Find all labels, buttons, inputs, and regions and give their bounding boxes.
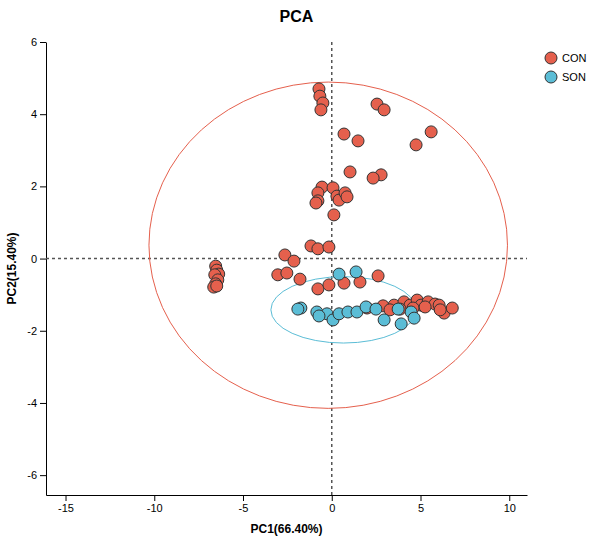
- point: [323, 279, 335, 291]
- plot-area: -15 -10 -5 0 5 10 -6 -4 -2 0 2 4 6: [27, 36, 527, 514]
- point: [312, 243, 324, 255]
- point: [419, 301, 431, 313]
- tick-mark: [40, 403, 46, 404]
- tick-label: 0: [329, 502, 335, 514]
- point: [338, 128, 350, 140]
- tick: 4: [31, 108, 46, 120]
- confidence-ellipse: [149, 82, 508, 408]
- tick-mark: [509, 495, 510, 501]
- point: [408, 312, 420, 324]
- confidence-ellipse: [271, 277, 416, 343]
- zero-line-x: [331, 42, 333, 495]
- tick-label: 2: [31, 180, 37, 192]
- tick-mark: [421, 495, 422, 501]
- legend-marker: [545, 52, 557, 64]
- tick: -15: [58, 495, 74, 514]
- tick: 0: [31, 253, 46, 265]
- point: [370, 303, 382, 315]
- tick-label: 0: [31, 253, 37, 265]
- tick-label: -2: [27, 325, 37, 337]
- legend-label: SON: [562, 71, 586, 83]
- data-layer: [46, 42, 527, 495]
- tick-mark: [332, 495, 333, 501]
- tick-mark: [40, 186, 46, 187]
- series-points: [208, 83, 459, 319]
- legend-item: CON: [545, 52, 587, 64]
- tick-mark: [40, 42, 46, 43]
- x-axis: -15 -10 -5 0 5 10: [47, 495, 528, 514]
- y-axis-title: PC2(15.40%): [5, 232, 19, 304]
- tick-label: 4: [31, 108, 37, 120]
- tick: -2: [27, 325, 46, 337]
- tick-mark: [66, 495, 67, 501]
- tick-mark: [40, 475, 46, 476]
- point: [446, 302, 458, 314]
- point: [288, 255, 300, 267]
- point: [367, 172, 379, 184]
- tick-label: 6: [31, 36, 37, 48]
- point: [333, 268, 345, 280]
- tick: 5: [418, 495, 424, 514]
- series-points: [292, 266, 420, 330]
- point: [313, 310, 325, 322]
- tick: -5: [239, 495, 249, 514]
- tick-mark: [154, 495, 155, 501]
- point: [315, 104, 327, 116]
- point: [328, 209, 340, 221]
- tick: -10: [147, 495, 163, 514]
- point: [378, 314, 390, 326]
- legend-item: SON: [545, 71, 586, 83]
- point: [410, 139, 422, 151]
- x-axis-title: PC1(66.40%): [250, 522, 322, 536]
- tick-mark: [40, 114, 46, 115]
- tick: 6: [31, 36, 46, 48]
- title: PCA: [280, 8, 314, 25]
- tick-label: 5: [418, 502, 424, 514]
- tick-label: -5: [239, 502, 249, 514]
- tick-label: -10: [147, 502, 163, 514]
- point: [211, 280, 223, 292]
- legend: CON SON: [545, 52, 587, 83]
- point: [392, 303, 404, 315]
- tick-label: 10: [504, 502, 516, 514]
- tick-label: -6: [27, 469, 37, 481]
- point: [341, 191, 353, 203]
- point: [323, 241, 335, 253]
- legend-marker: [545, 71, 557, 83]
- tick-mark: [40, 259, 46, 260]
- tick-label: -4: [27, 397, 37, 409]
- tick: 0: [329, 495, 335, 514]
- point: [434, 304, 446, 316]
- tick-label: -15: [58, 502, 74, 514]
- point: [425, 126, 437, 138]
- tick: -6: [27, 469, 46, 481]
- axis-line: [46, 43, 47, 496]
- point: [292, 303, 304, 315]
- tick-mark: [243, 495, 244, 501]
- point: [294, 273, 306, 285]
- tick: 2: [31, 180, 46, 192]
- point: [312, 283, 324, 295]
- point: [378, 104, 390, 116]
- point: [281, 267, 293, 279]
- tick-mark: [40, 331, 46, 332]
- point: [395, 318, 407, 330]
- axis-line: [47, 495, 528, 496]
- point: [310, 197, 322, 209]
- tick: -4: [27, 397, 46, 409]
- point: [350, 266, 362, 278]
- y-axis: -6 -4 -2 0 2 4 6: [27, 36, 46, 495]
- legend-label: CON: [562, 52, 587, 64]
- point: [344, 166, 356, 178]
- point: [372, 270, 384, 282]
- point: [352, 135, 364, 147]
- chart: -15 -10 -5 0 5 10 -6 -4 -2 0 2 4 6 PCA PC1(66.40%) PC2(…: [0, 0, 593, 545]
- tick: 10: [504, 495, 516, 514]
